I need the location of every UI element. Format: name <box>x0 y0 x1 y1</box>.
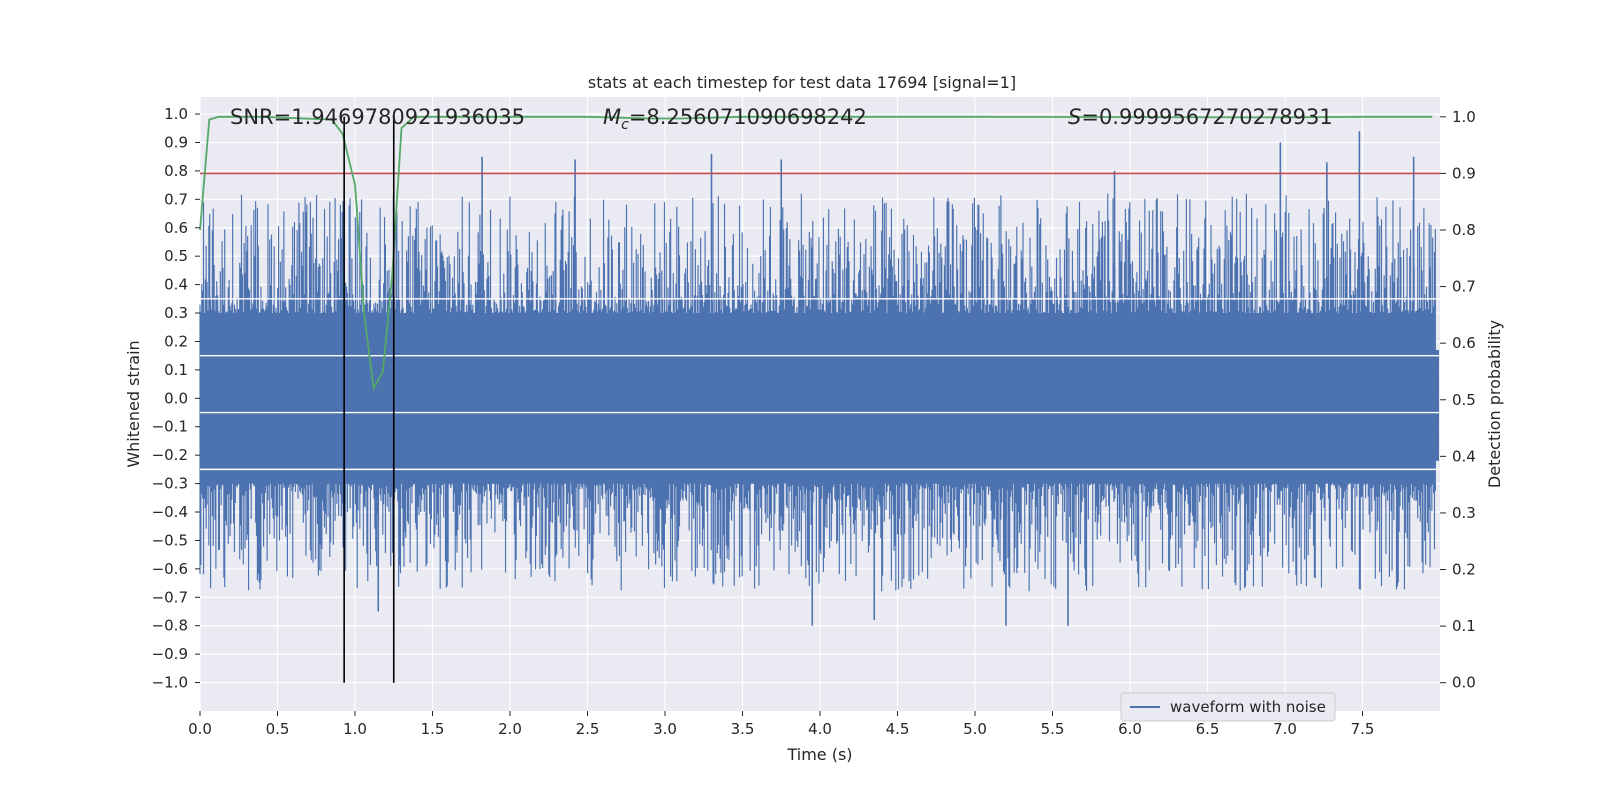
waveform-core <box>200 349 1439 461</box>
x-axis-ticks: 0.0 0.5 1.0 1.5 2.0 2.5 3.0 3.5 4.0 4.5 5.0 5.5 6.0 6… <box>188 711 1374 738</box>
x-tick-label: 1.0 <box>343 720 367 738</box>
left-y-tick-label: −0.7 <box>152 588 188 606</box>
left-y-tick-label: 0.9 <box>164 133 188 151</box>
x-tick-label: 2.5 <box>576 720 600 738</box>
left-y-tick-label: −0.6 <box>152 560 188 578</box>
x-tick-label: 2.0 <box>498 720 522 738</box>
x-tick-label: 3.0 <box>653 720 677 738</box>
right-y-tick-label: 0.5 <box>1452 391 1476 409</box>
right-y-tick-label: 0.9 <box>1452 164 1476 182</box>
left-y-tick-label: 0.7 <box>164 190 188 208</box>
right-y-tick-label: 0.4 <box>1452 447 1476 465</box>
x-tick-label: 0.0 <box>188 720 212 738</box>
right-y-axis-label: Detection probability <box>1485 320 1504 488</box>
left-y-tick-label: −0.4 <box>152 503 188 521</box>
legend-label: waveform with noise <box>1170 698 1326 716</box>
probability-line <box>199 115 1433 392</box>
x-tick-label: 7.5 <box>1351 720 1375 738</box>
left-y-tick-label: −0.3 <box>152 475 188 493</box>
left-y-tick-label: −0.9 <box>152 645 188 663</box>
right-y-tick-label: 0.0 <box>1452 674 1476 692</box>
right-y-tick-label: 0.2 <box>1452 561 1476 579</box>
x-tick-label: 4.5 <box>886 720 910 738</box>
left-y-tick-label: −0.8 <box>152 617 188 635</box>
left-y-tick-label: 0.5 <box>164 247 188 265</box>
left-y-tick-label: 1.0 <box>164 105 188 123</box>
score-symbol: S <box>1068 105 1081 129</box>
right-y-tick-label: 0.8 <box>1452 221 1476 239</box>
legend-box <box>1120 692 1336 722</box>
chirp-mass-annotation: Mc=8.256071090698242 <box>603 105 867 133</box>
x-tick-label: 0.5 <box>266 720 290 738</box>
left-y-axis-ticks: 1.0 0.9 0.8 0.7 0.6 0.5 0.4 0.3 0.2 0.1 0.0 −0.1 −0.… <box>152 105 200 692</box>
x-tick-label: 5.5 <box>1041 720 1065 738</box>
score-value: =0.9999567270278931 <box>1081 105 1332 129</box>
left-y-tick-label: 0.1 <box>164 361 188 379</box>
snr-annotation: SNR=1.9469780921936035 <box>230 105 525 129</box>
x-tick-label: 4.0 <box>808 720 832 738</box>
left-y-tick-label: 0.6 <box>164 219 188 237</box>
left-y-tick-label: −1.0 <box>152 674 188 692</box>
legend: waveform with noise <box>1120 692 1336 722</box>
score-annotation: S=0.9999567270278931 <box>1068 105 1333 129</box>
waveform-series <box>199 131 1440 626</box>
x-tick-label: 1.5 <box>421 720 445 738</box>
right-y-tick-label: 0.3 <box>1452 504 1476 522</box>
x-tick-label: 6.0 <box>1118 720 1142 738</box>
right-y-tick-label: 0.6 <box>1452 334 1476 352</box>
x-tick-label: 7.0 <box>1273 720 1297 738</box>
right-y-tick-label: 1.0 <box>1452 108 1476 126</box>
x-tick-label: 6.5 <box>1196 720 1220 738</box>
x-tick-label: 3.5 <box>731 720 755 738</box>
left-y-tick-label: 0.2 <box>164 332 188 350</box>
chart-title: stats at each timestep for test data 176… <box>588 73 1016 92</box>
left-y-tick-label: −0.2 <box>152 446 188 464</box>
probability-series <box>199 115 1440 392</box>
x-tick-label: 5.0 <box>963 720 987 738</box>
left-y-tick-label: 0.3 <box>164 304 188 322</box>
vertical-markers <box>343 116 395 683</box>
left-y-tick-label: −0.5 <box>152 531 188 549</box>
chirp-mass-subscript: c <box>621 117 629 133</box>
chirp-mass-symbol: M <box>603 105 621 129</box>
right-y-axis-ticks: 1.0 0.9 0.8 0.7 0.6 0.5 0.4 0.3 0.2 0.1 0.0 <box>1440 108 1476 692</box>
left-y-tick-label: 0.8 <box>164 162 188 180</box>
left-y-tick-label: 0.0 <box>164 389 188 407</box>
chirp-mass-value: =8.256071090698242 <box>629 105 867 129</box>
left-y-tick-label: 0.4 <box>164 276 188 294</box>
right-y-tick-label: 0.7 <box>1452 278 1476 296</box>
left-y-tick-label: −0.1 <box>152 418 188 436</box>
x-axis-label: Time (s) <box>786 745 852 764</box>
left-y-axis-label: Whitened strain <box>124 340 143 467</box>
right-y-tick-label: 0.1 <box>1452 617 1476 635</box>
